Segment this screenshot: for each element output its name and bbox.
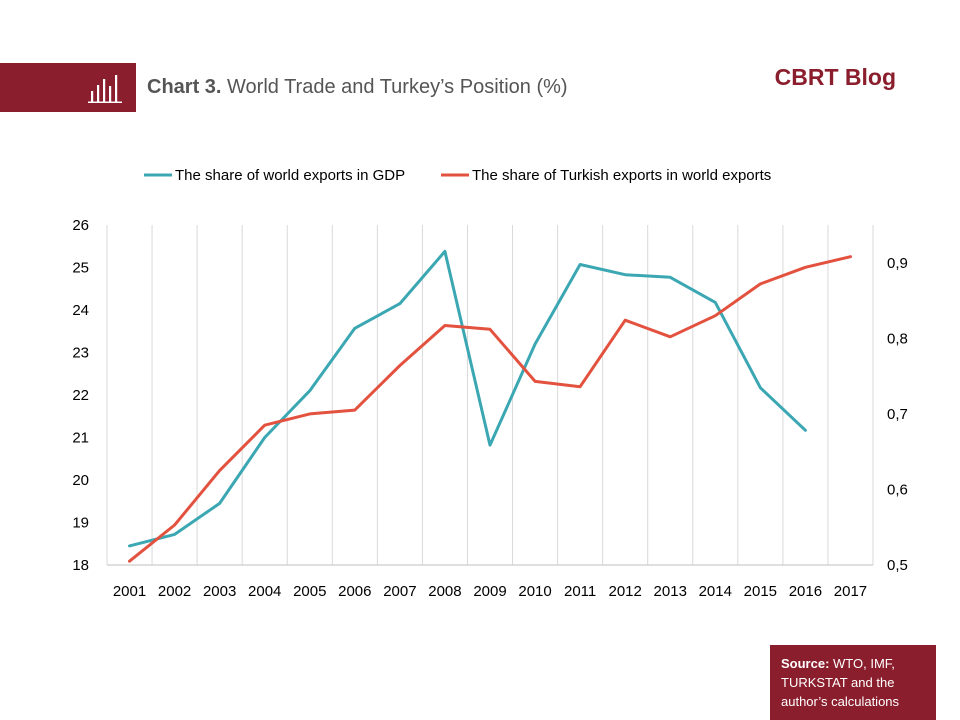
x-tick-label: 2014 — [699, 583, 732, 600]
title-banner — [0, 63, 136, 112]
y-right-tick-label: 0,9 — [887, 255, 908, 272]
y-right-tick-label: 0,8 — [887, 330, 908, 347]
x-tick-label: 2002 — [158, 583, 191, 600]
series-line-1 — [128, 249, 807, 548]
x-tick-label: 2013 — [654, 583, 687, 600]
legend-label-2: The share of Turkish exports in world ex… — [472, 167, 771, 184]
y-left-tick-label: 21 — [72, 430, 89, 447]
y-right-tick-label: 0,7 — [887, 406, 908, 423]
x-tick-label: 2001 — [113, 583, 146, 600]
brand-label: CBRT Blog — [774, 64, 896, 90]
source-note: Source: WTO, IMF, TURKSTAT and the autho… — [770, 645, 936, 720]
y-right-tick-label: 0,6 — [887, 481, 908, 498]
series-line-2 — [128, 255, 852, 563]
x-tick-label: 2008 — [428, 583, 461, 600]
y-right-tick-label: 0,5 — [887, 557, 908, 574]
bar-chart-icon — [88, 75, 122, 103]
y-left-tick-label: 19 — [72, 515, 89, 532]
x-tick-label: 2006 — [338, 583, 371, 600]
x-tick-label: 2012 — [608, 583, 641, 600]
legend-label-1: The share of world exports in GDP — [175, 167, 405, 184]
y-left-tick-label: 25 — [72, 260, 89, 277]
x-tick-label: 2007 — [383, 583, 416, 600]
x-tick-label: 2004 — [248, 583, 281, 600]
x-tick-label: 2016 — [789, 583, 822, 600]
x-tick-label: 2011 — [564, 583, 596, 600]
y-left-tick-label: 24 — [72, 302, 89, 319]
y-left-tick-label: 18 — [72, 557, 89, 574]
x-tick-label: 2017 — [834, 583, 867, 600]
source-text: WTO, IMF, TURKSTAT and the author’s calc… — [781, 656, 900, 709]
x-tick-label: 2009 — [473, 583, 506, 600]
chart-title-text: World Trade and Turkey’s Position (%) — [221, 76, 568, 98]
x-tick-label: 2015 — [744, 583, 777, 600]
y-left-tick-label: 23 — [72, 345, 89, 362]
x-tick-label: 2005 — [293, 583, 326, 600]
y-left-tick-label: 22 — [72, 387, 89, 404]
x-tick-label: 2010 — [518, 583, 551, 600]
chart-title: Chart 3. World Trade and Turkey’s Positi… — [147, 76, 568, 99]
x-tick-label: 2003 — [203, 583, 236, 600]
chart-title-bold: Chart 3. — [147, 76, 222, 98]
y-left-tick-label: 20 — [72, 472, 89, 489]
y-left-tick-label: 26 — [72, 217, 89, 234]
source-label: Source: — [781, 656, 830, 671]
